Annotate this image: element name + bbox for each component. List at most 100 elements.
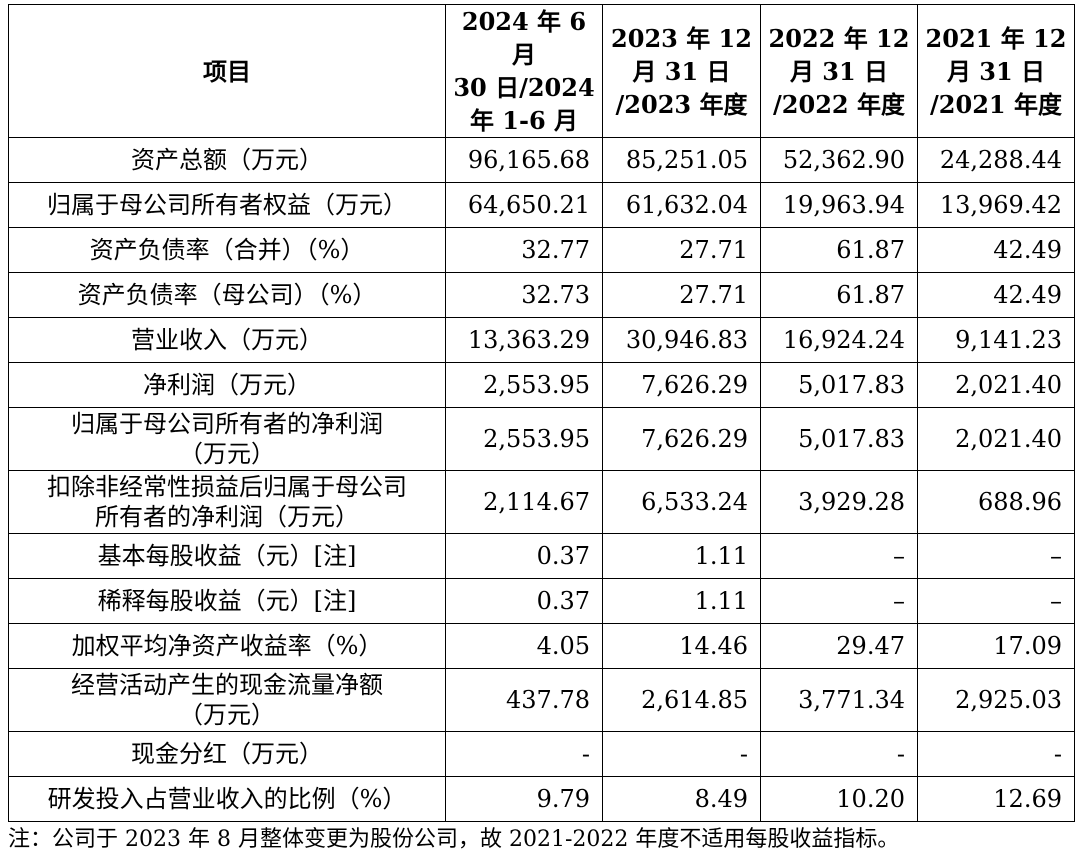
row-label: 加权平均净资产收益率（%）	[8, 623, 446, 669]
row-label: 经营活动产生的现金流量净额 （万元）	[8, 668, 446, 732]
row-label-line: 基本每股收益（元）[注]	[97, 542, 357, 570]
row-label: 资产负债率（母公司）（%）	[8, 272, 446, 318]
row-value: 12.69	[917, 776, 1075, 822]
row-value: 42.49	[917, 272, 1075, 318]
row-value: -	[445, 731, 603, 777]
table-row: 现金分红（万元） - - - -	[8, 731, 1075, 777]
row-value: 0.37	[445, 578, 603, 624]
header-line: 项目	[203, 56, 251, 86]
row-value: 14.46	[602, 623, 761, 669]
table-row: 资产负债率（母公司）（%） 32.73 27.71 61.87 42.49	[8, 272, 1075, 318]
row-value: 3,771.34	[760, 668, 918, 732]
row-value: 3,929.28	[760, 470, 918, 534]
footnote: 注：公司于 2023 年 8 月整体变更为股份公司，故 2021-2022 年度…	[8, 827, 900, 852]
table-row: 扣除非经常性损益后归属于母公司 所有者的净利润（万元） 2,114.67 6,533.…	[8, 470, 1075, 534]
header-line: 30 日/2024	[453, 73, 595, 102]
row-value: 5,017.83	[760, 407, 918, 471]
table-row: 研发投入占营业收入的比例（%） 9.79 8.49 10.20 12.69	[8, 776, 1075, 822]
row-value: -	[917, 731, 1075, 777]
row-value: 64,650.21	[445, 182, 603, 228]
row-value: 8.49	[602, 776, 761, 822]
row-value: 27.71	[602, 227, 761, 273]
table-row: 稀释每股收益（元）[注] 0.37 1.11– –	[8, 578, 1075, 624]
row-label-line: 所有者的净利润（万元）	[95, 503, 359, 531]
row-value: –	[760, 578, 918, 624]
table-body: 资产总额（万元） 96,165.68 85,251.05 52,362.90 24,28…	[8, 137, 1075, 822]
row-value: –	[917, 533, 1075, 579]
row-value: –	[917, 578, 1075, 624]
header-period-3: 2022 年 12 月 31 日/2022 年度	[760, 4, 918, 138]
row-value: 30,946.83	[602, 317, 761, 363]
row-value: 2,021.40	[917, 362, 1075, 408]
row-value: 688.96	[917, 470, 1075, 534]
row-label-line: 归属于母公司所有者的净利润	[71, 410, 383, 438]
row-value: 7,626.29	[602, 362, 761, 408]
table-row: 营业收入（万元） 13,363.29 30,946.83 16,924.24 9,141…	[8, 317, 1075, 363]
row-label: 现金分红（万元）	[8, 731, 446, 777]
row-value: 9.79	[445, 776, 603, 822]
row-value: 5,017.83	[760, 362, 918, 408]
row-value: 32.77	[445, 227, 603, 273]
row-label-line: 归属于母公司所有者权益（万元）	[47, 191, 407, 219]
row-value: 16,924.24	[760, 317, 918, 363]
row-value: 437.78	[445, 668, 603, 732]
row-value: 9,141.23	[917, 317, 1075, 363]
row-label-line: 资产总额（万元）	[131, 146, 323, 174]
row-value: –	[760, 533, 918, 579]
table-row: 基本每股收益（元）[注] 0.37 1.11– –	[8, 533, 1075, 579]
row-label: 研发投入占营业收入的比例（%）	[8, 776, 446, 822]
row-label-line: （万元）	[179, 440, 275, 468]
header-period-4: 2021 年 12 月 31 日/2021 年度	[917, 4, 1075, 138]
header-period-1: 2024 年 6 月 30 日/2024 年 1-6 月	[445, 4, 603, 138]
financial-data-table: 项目 2024 年 6 月 30 日/2024 年 1-6 月 2023 年 12 月 3…	[8, 4, 1075, 822]
header-line: 月 31 日	[946, 56, 1046, 86]
row-value: 61.87	[760, 227, 918, 273]
row-value: -	[602, 731, 761, 777]
header-line: /2022 年度	[773, 89, 905, 119]
header-line: 月 31 日	[632, 56, 731, 86]
row-value: 29.47	[760, 623, 918, 669]
row-value: 2,925.03	[917, 668, 1075, 732]
row-label-line: 资产负债率（合并）（%）	[89, 236, 365, 264]
table-row: 经营活动产生的现金流量净额 （万元） 437.78 2,614.85 3,771.34 2…	[8, 668, 1075, 732]
row-value: 2,553.95	[445, 407, 603, 471]
row-value: 2,021.40	[917, 407, 1075, 471]
header-line: 2023 年 12	[611, 23, 752, 53]
row-value: 4.05	[445, 623, 603, 669]
row-value: 32.73	[445, 272, 603, 318]
row-value: 0.37	[445, 533, 603, 579]
row-value: 96,165.68	[445, 137, 603, 183]
row-label-line: 稀释每股收益（元）[注]	[97, 587, 357, 615]
header-line: 2024 年 6 月	[461, 7, 587, 69]
row-label: 营业收入（万元）	[8, 317, 446, 363]
table-row: 归属于母公司所有者的净利润 （万元） 2,553.95 7,626.29 5,017.8…	[8, 407, 1075, 471]
row-value: 1.11	[602, 533, 761, 579]
row-value: 7,626.29	[602, 407, 761, 471]
row-value: 2,553.95	[445, 362, 603, 408]
row-label-line: 资产负债率（母公司）（%）	[77, 281, 377, 309]
row-value: 27.71	[602, 272, 761, 318]
row-label: 归属于母公司所有者的净利润 （万元）	[8, 407, 446, 471]
row-value: 61,632.04	[602, 182, 761, 228]
row-label-line: 研发投入占营业收入的比例（%）	[47, 785, 407, 813]
row-value: 42.49	[917, 227, 1075, 273]
table-row: 净利润（万元） 2,553.95 7,626.29 5,017.83 2,021.40	[8, 362, 1075, 408]
header-item: 项目	[8, 4, 446, 138]
row-label-line: 净利润（万元）	[143, 371, 311, 399]
row-value: 1.11	[602, 578, 761, 624]
header-line: /2021 年度	[930, 89, 1062, 119]
row-label: 稀释每股收益（元）[注]	[8, 578, 446, 624]
row-label: 基本每股收益（元）[注]	[8, 533, 446, 579]
row-label-line: 现金分红（万元）	[131, 740, 323, 768]
row-label-line: 加权平均净资产收益率（%）	[71, 632, 383, 660]
table-row: 资产负债率（合并）（%） 32.77 27.71 61.87 42.49	[8, 227, 1075, 273]
row-value: 13,363.29	[445, 317, 603, 363]
row-label-line: 营业收入（万元）	[131, 326, 323, 354]
header-period-2: 2023 年 12 月 31 日/2023 年度	[602, 4, 761, 138]
row-label-line: 经营活动产生的现金流量净额	[71, 671, 383, 699]
row-label-line: （万元）	[179, 701, 275, 729]
row-label: 归属于母公司所有者权益（万元）	[8, 182, 446, 228]
row-value: 6,533.24	[602, 470, 761, 534]
row-label: 净利润（万元）	[8, 362, 446, 408]
